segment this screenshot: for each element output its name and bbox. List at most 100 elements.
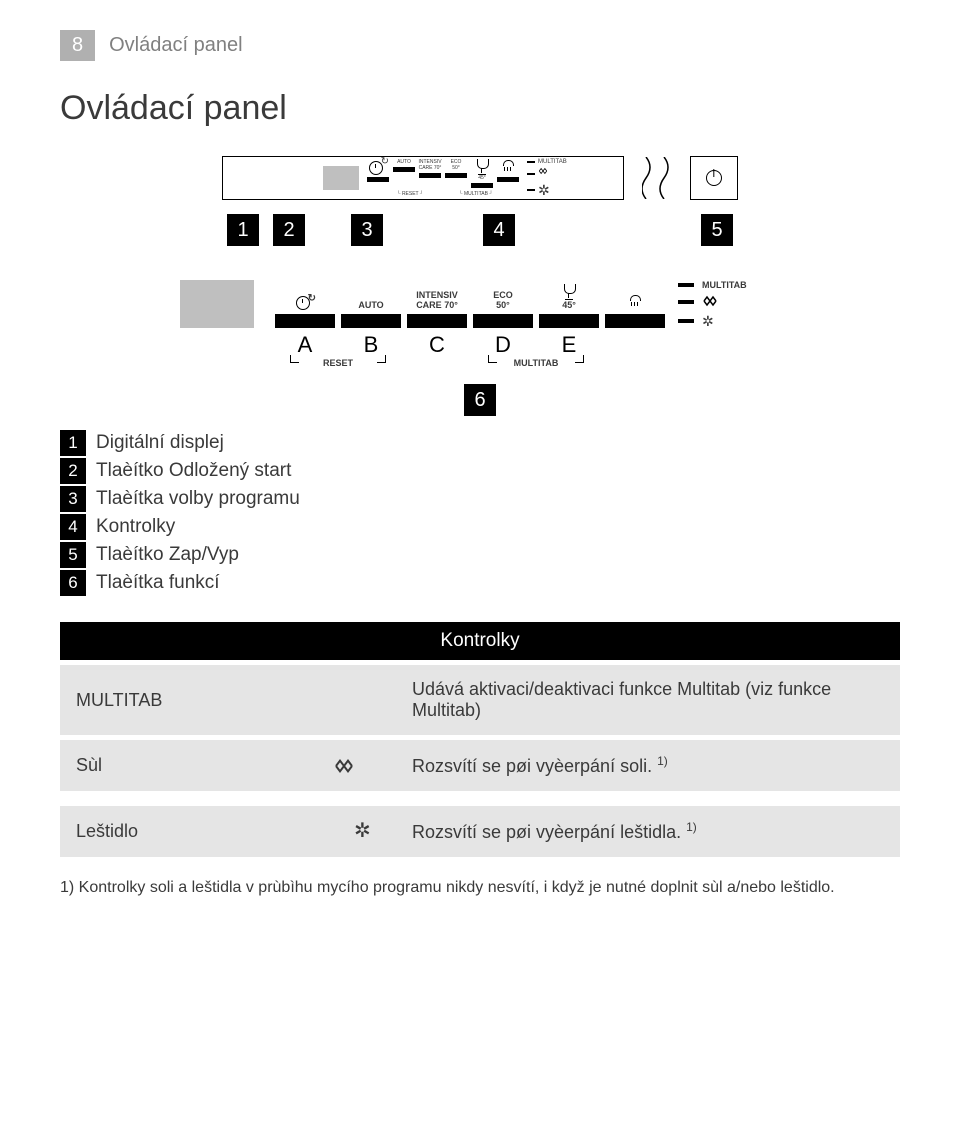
col-delay: ↻ <box>272 282 338 328</box>
bracket-row: RESET MULTITAB <box>272 358 780 368</box>
glass45-label-small: 45° <box>478 175 486 181</box>
table-header: Kontrolky <box>60 622 900 663</box>
legend-text: Tlaèítko Odložený start <box>96 460 291 482</box>
letter-e: E <box>536 332 602 358</box>
legend-text: Tlaèítka funkcí <box>96 572 220 594</box>
delay-icon: ↻ <box>369 159 387 175</box>
button-bar <box>473 314 533 328</box>
footnote-ref: 1) <box>657 754 668 768</box>
display-small <box>323 166 359 190</box>
marker-4: 4 <box>483 214 515 246</box>
marker-6-row: 6 <box>60 384 900 416</box>
marker-2: 2 <box>273 214 305 246</box>
legend-text: Tlaèítka volby programu <box>96 488 300 510</box>
button-bar <box>275 314 335 328</box>
legend-text: Tlaèítko Zap/Vyp <box>96 544 239 566</box>
button-bar <box>407 314 467 328</box>
page-number-box: 8 <box>60 30 95 61</box>
reset-bracket: RESET <box>272 358 404 368</box>
multitab-label: MULTITAB <box>702 280 747 290</box>
intensiv-label-small: INTENSIVCARE 70° <box>418 159 441 171</box>
indicator-icons-small: MULTITAB ✲ <box>527 159 567 197</box>
power-button-box <box>690 156 738 200</box>
panel-small-body: ↻ AUTO INTENSIVCARE 70° ECO50° 45 <box>222 156 624 200</box>
legend-item: 6Tlaèítka funkcí <box>60 570 900 596</box>
cell-icon: ✲ <box>329 804 396 858</box>
col-eco: ECO50° <box>470 282 536 328</box>
legend-list: 1 Digitální displej 2 Tlaèítko Odložený st… <box>60 430 900 596</box>
letter-d: D <box>470 332 536 358</box>
glass45-button-small: 45° <box>471 159 493 188</box>
letter-row: A B C D E <box>272 332 780 358</box>
multitab-bracket: MULTITAB <box>470 358 602 368</box>
table-row: MULTITAB Udává aktivaci/deaktivaci funkc… <box>60 663 900 738</box>
auto-button-small: AUTO <box>393 159 415 172</box>
cell-desc: Rozsvítí se pøi vyèerpání leštidla. 1) <box>396 804 900 858</box>
power-icon <box>706 170 722 186</box>
marker-5: 5 <box>701 214 733 246</box>
indicator-icons-large: MULTITAB ✲ <box>678 280 747 328</box>
control-panel-small: ↻ AUTO INTENSIVCARE 70° ECO50° 45 <box>60 156 900 200</box>
shower-button-small <box>497 159 519 182</box>
legend-item: 3Tlaèítka volby programu <box>60 486 900 512</box>
marker-3: 3 <box>351 214 383 246</box>
page-header-text: Ovládací panel <box>109 34 242 57</box>
indicators-table: Kontrolky MULTITAB Udává aktivaci/deakti… <box>60 622 900 857</box>
col-auto: AUTO <box>338 282 404 328</box>
glass45-label: 45° <box>562 300 576 310</box>
legend-item: 2 Tlaèítko Odložený start <box>60 458 900 484</box>
col-shower <box>602 282 668 328</box>
table-row: Sùl Rozsvítí se pøi vyèerpání soli. 1) <box>60 738 900 792</box>
page-title: Ovládací panel <box>60 89 900 128</box>
cell-name: Leštidlo <box>60 804 329 858</box>
legend-num: 1 <box>60 430 86 456</box>
star-icon: ✲ <box>538 183 550 197</box>
number-row-top: 1 2 3 4 5 <box>60 214 900 246</box>
cell-icon <box>329 663 396 738</box>
legend-item: 5 Tlaèítko Zap/Vyp <box>60 542 900 568</box>
salt-icon <box>702 295 718 309</box>
button-bar <box>539 314 599 328</box>
footnote: 1) Kontrolky soli a leštidla v prùbìhu m… <box>60 877 900 899</box>
cell-desc: Udává aktivaci/deaktivaci funkce Multita… <box>396 663 900 738</box>
legend-num: 4 <box>60 514 86 540</box>
letter-c: C <box>404 332 470 358</box>
col-glass45: 45° <box>536 282 602 328</box>
marker-6: 6 <box>464 384 496 416</box>
star-icon: ✲ <box>702 314 714 328</box>
salt-icon <box>333 758 392 774</box>
button-bar <box>605 314 665 328</box>
glass-icon <box>562 284 576 300</box>
multitab-label-tiny: MULTITAB <box>538 159 567 165</box>
delay-button-small: ↻ <box>367 159 389 182</box>
legend-num: 2 <box>60 458 86 484</box>
eco-label-small: ECO50° <box>451 159 462 171</box>
legend-num: 5 <box>60 542 86 568</box>
legend-text: Kontrolky <box>96 516 175 538</box>
delay-icon: ↻ <box>296 294 314 310</box>
letter-b: B <box>338 332 404 358</box>
eco-button-small: ECO50° <box>445 159 467 178</box>
cell-desc: Rozsvítí se pøi vyèerpání soli. 1) <box>396 738 900 792</box>
letter-a: A <box>272 332 338 358</box>
shower-icon <box>500 159 516 175</box>
table-row: Leštidlo ✲ Rozsvítí se pøi vyèerpání leš… <box>60 804 900 858</box>
legend-item: 1 Digitální displej <box>60 430 900 456</box>
auto-label-small: AUTO <box>397 159 411 165</box>
intensiv-button-small: INTENSIVCARE 70° <box>419 159 441 178</box>
control-panel-large: ↻ AUTO INTENSIVCARE 70° ECO50° 45° <box>180 280 780 368</box>
shower-icon <box>627 294 643 310</box>
cell-name: Sùl <box>60 738 329 792</box>
legend-item: 4 Kontrolky <box>60 514 900 540</box>
salt-icon <box>538 167 554 181</box>
cell-name: MULTITAB <box>60 663 329 738</box>
eco-label: ECO50° <box>493 282 513 310</box>
cell-icon <box>329 738 396 792</box>
button-bar <box>341 314 401 328</box>
page-header: 8 Ovládací panel <box>60 30 900 61</box>
display-large <box>180 280 254 328</box>
legend-text: Digitální displej <box>96 432 224 454</box>
star-icon: ✲ <box>354 820 371 842</box>
glass-icon <box>475 159 489 175</box>
footnote-ref: 1) <box>686 820 697 834</box>
